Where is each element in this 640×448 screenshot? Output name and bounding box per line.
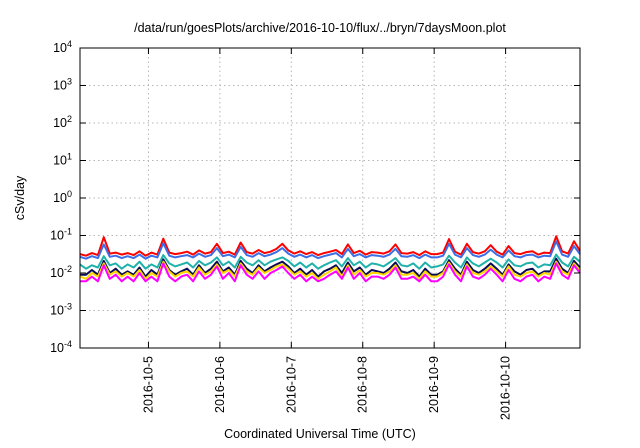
series-group	[79, 235, 581, 283]
x-axis: 2016-10-5 2016-10-6 2016-10-7 2016-10-8 2016…	[141, 48, 513, 420]
x-tick-label: 2016-10-10	[499, 356, 513, 420]
grid-lines	[80, 48, 580, 348]
x-tick-label: 2016-10-9	[427, 356, 441, 413]
series-line-4	[80, 257, 581, 278]
y-tick-label: 101	[53, 152, 72, 168]
y-tick-label: 103	[53, 77, 72, 93]
chart-title: /data/run/goesPlots/archive/2016-10-10/f…	[134, 21, 506, 35]
x-tick-label: 2016-10-8	[356, 356, 370, 413]
y-tick-label: 10-2	[50, 264, 72, 280]
x-tick-label: 2016-10-6	[213, 356, 227, 413]
series-line-1	[79, 235, 581, 257]
x-tick-label: 2016-10-7	[284, 356, 298, 413]
series-line-3	[79, 253, 581, 270]
y-tick-label: 10-3	[50, 302, 72, 318]
y-tick-label: 104	[53, 39, 72, 55]
y-tick-label: 102	[53, 114, 72, 130]
y-axis-label: cSv/day	[13, 175, 27, 221]
x-tick-label: 2016-10-5	[141, 356, 155, 413]
y-tick-label: 10-1	[50, 227, 72, 243]
series-line-6	[80, 262, 581, 283]
y-axis: 10-4 10-3 10-2 10-1 100 101 102 103 104	[50, 39, 580, 355]
series-line-2	[79, 240, 581, 260]
y-tick-label: 10-4	[50, 339, 72, 355]
plot-frame	[79, 47, 581, 349]
x-axis-label: Coordinated Universal Time (UTC)	[224, 427, 416, 441]
y-tick-label: 100	[53, 189, 72, 205]
series-line-5	[79, 260, 581, 280]
